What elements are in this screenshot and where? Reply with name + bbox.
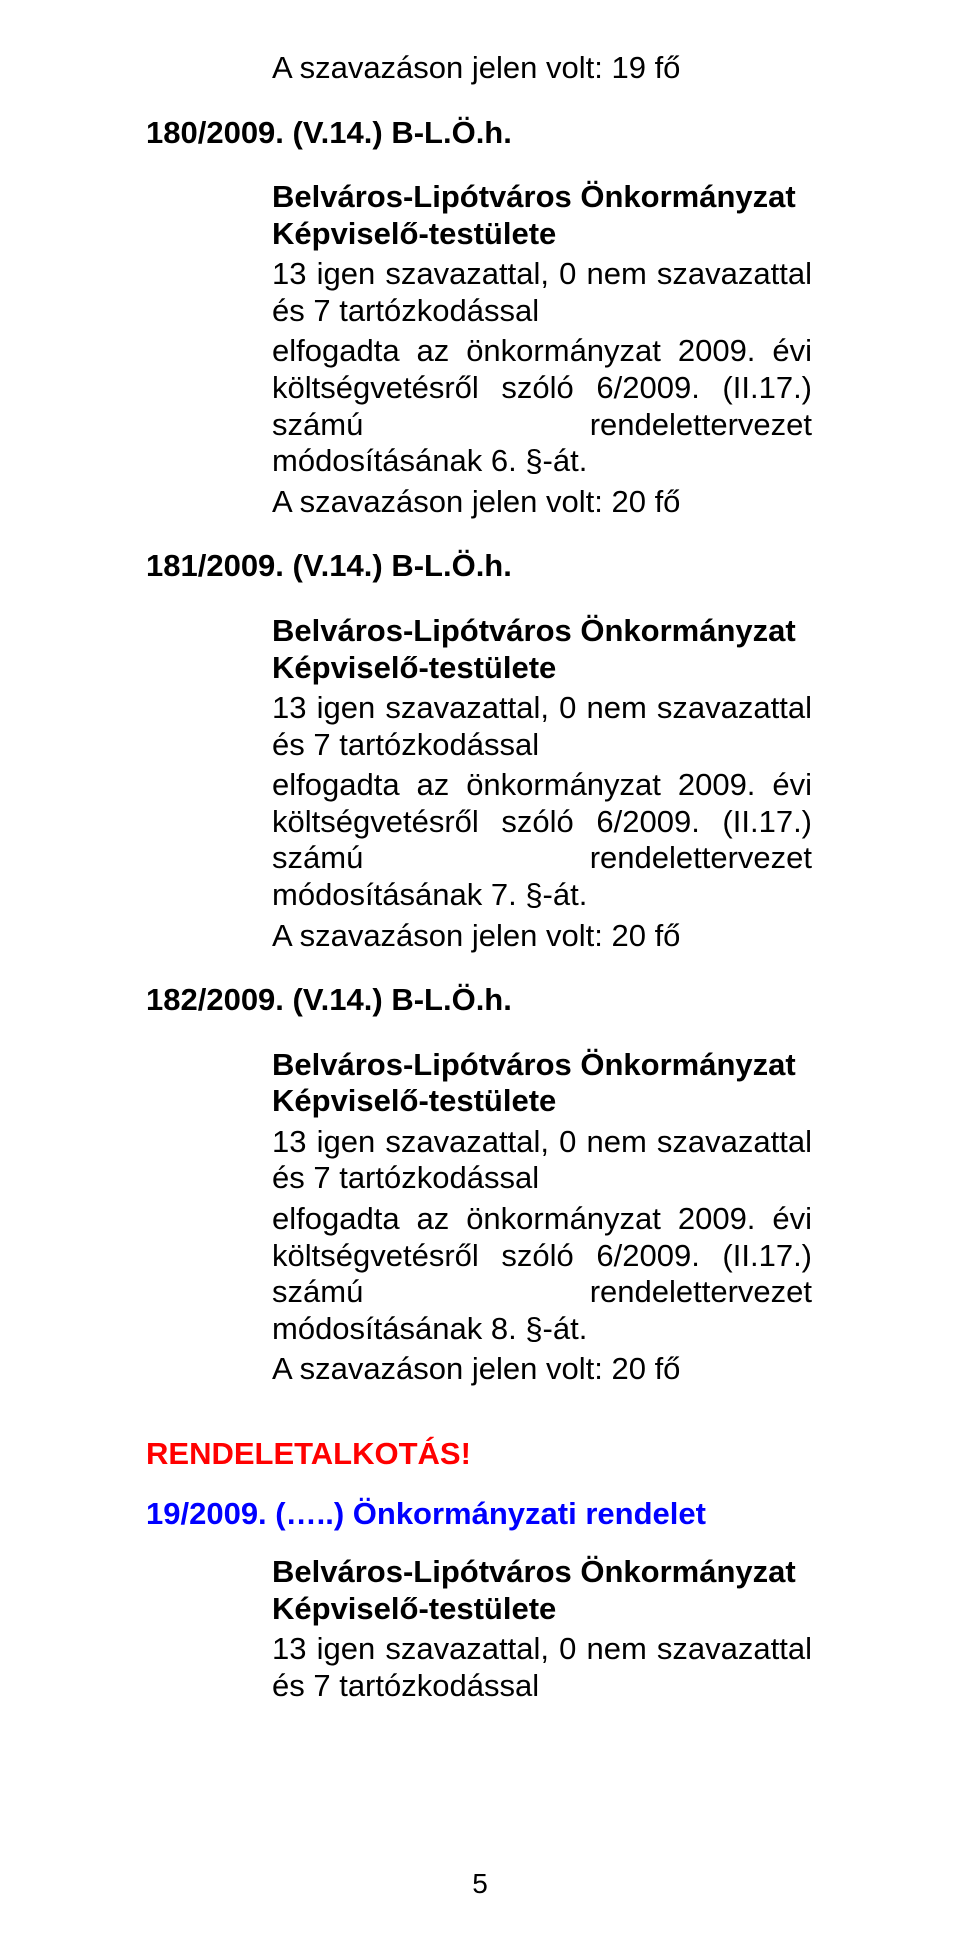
vote-line: 13 igen szavazattal, 0 nem szavazattal é… [272,1124,812,1197]
vote-line: 13 igen szavazattal, 0 nem szavazattal é… [272,690,812,763]
present-line: A szavazáson jelen volt: 20 fő [272,918,812,955]
municipal-decree-heading: 19/2009. (…..) Önkormányzati rendelet [146,1496,812,1532]
rendeletalkotas-heading: RENDELETALKOTÁS! [146,1436,812,1472]
document-page: A szavazáson jelen volt: 19 fő 180/2009.… [0,0,960,1940]
section-body: Belváros-Lipótváros Önkormányzat Képvise… [272,613,812,954]
decision-text: elfogadta az önkormányzat 2009. évi költ… [272,767,812,913]
section-body: Belváros-Lipótváros Önkormányzat Képvise… [272,179,812,520]
org-name: Belváros-Lipótváros Önkormányzat [272,1047,812,1084]
org-name: Belváros-Lipótváros Önkormányzat [272,613,812,650]
top-present-line: A szavazáson jelen volt: 19 fő [272,50,812,87]
vote-line: 13 igen szavazattal, 0 nem szavazattal é… [272,256,812,329]
page-number: 5 [0,1868,960,1900]
decision-text: elfogadta az önkormányzat 2009. évi költ… [272,333,812,479]
section-heading: 182/2009. (V.14.) B-L.Ö.h. [146,982,812,1019]
present-line: A szavazáson jelen volt: 20 fő [272,484,812,521]
org-name: Belváros-Lipótváros Önkormányzat [272,179,812,216]
org-name: Belváros-Lipótváros Önkormányzat [272,1554,812,1591]
section-heading: 181/2009. (V.14.) B-L.Ö.h. [146,548,812,585]
present-line: A szavazáson jelen volt: 20 fő [272,1351,812,1388]
final-section-body: Belváros-Lipótváros Önkormányzat Képvise… [272,1554,812,1704]
section-heading: 180/2009. (V.14.) B-L.Ö.h. [146,115,812,152]
vote-line: 13 igen szavazattal, 0 nem szavazattal é… [272,1631,812,1704]
body-name: Képviselő-testülete [272,1591,812,1628]
body-name: Képviselő-testülete [272,1083,812,1120]
section-body: Belváros-Lipótváros Önkormányzat Képvise… [272,1047,812,1388]
body-name: Képviselő-testülete [272,216,812,253]
decision-text: elfogadta az önkormányzat 2009. évi költ… [272,1201,812,1347]
body-name: Képviselő-testülete [272,650,812,687]
